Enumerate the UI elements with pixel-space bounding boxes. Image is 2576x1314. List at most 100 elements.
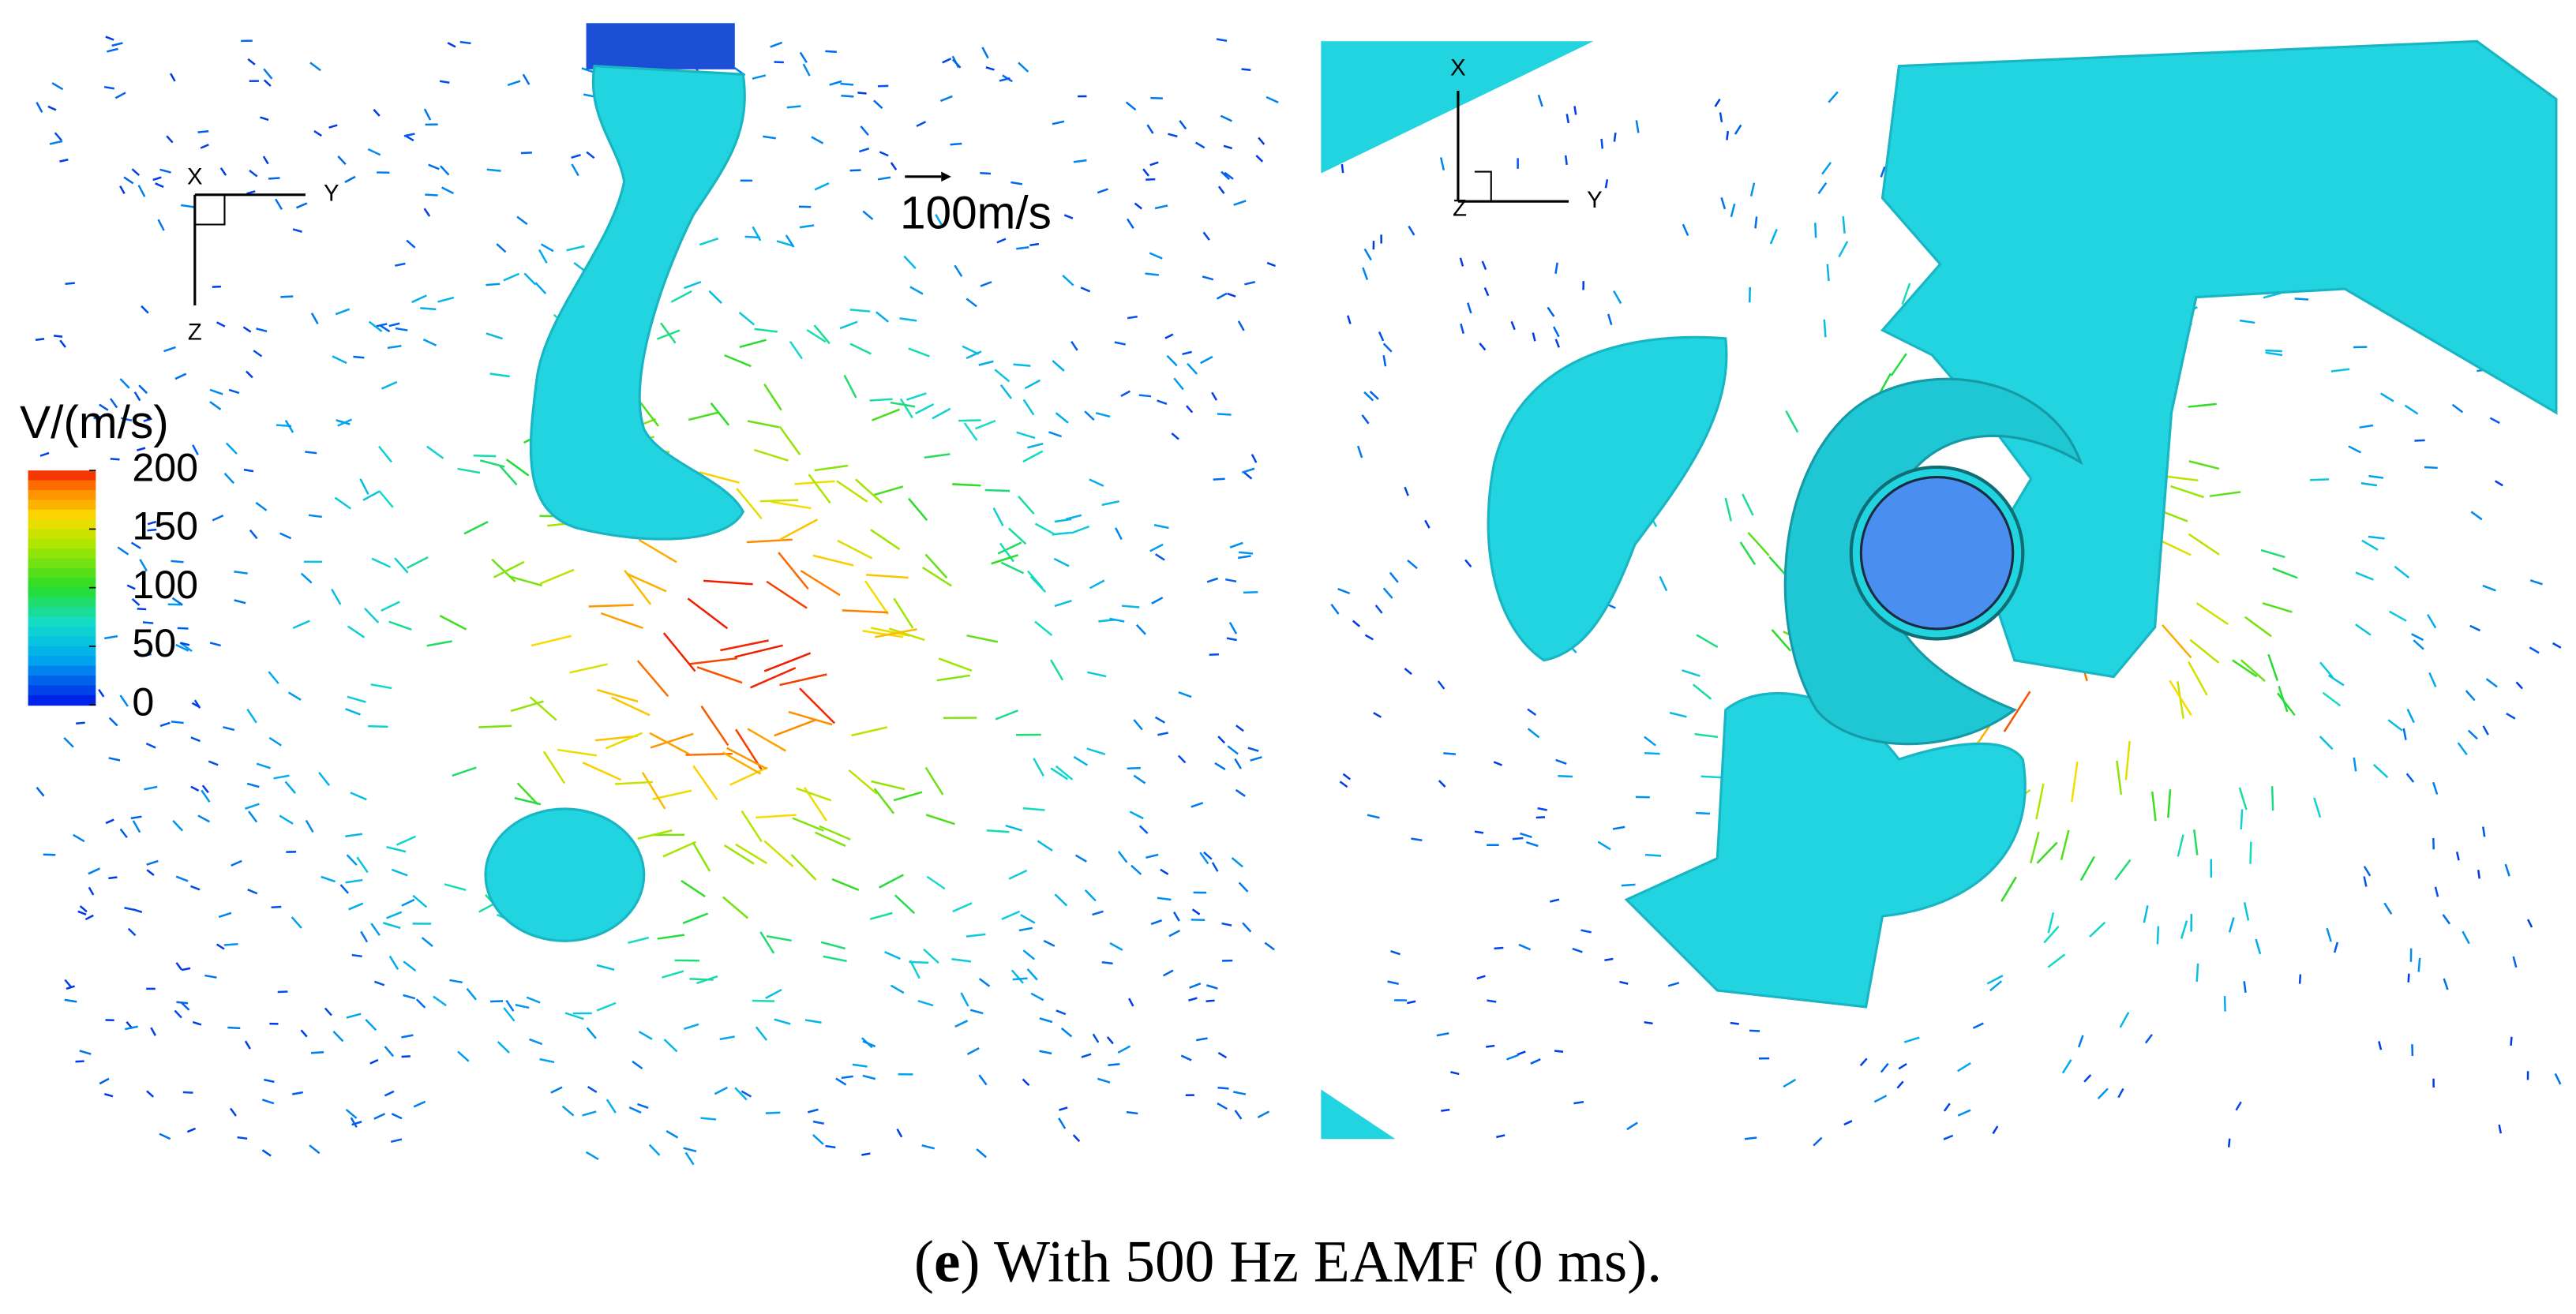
velocity-vector — [255, 501, 268, 511]
velocity-vector — [2432, 781, 2439, 795]
velocity-vector — [820, 941, 846, 950]
velocity-vector — [2360, 482, 2378, 487]
velocity-vector — [2414, 439, 2425, 442]
velocity-vector — [175, 962, 183, 971]
velocity-vector — [1554, 262, 1558, 274]
velocity-vector — [1408, 225, 1415, 236]
velocity-vector — [426, 445, 444, 459]
velocity-vector — [1114, 341, 1126, 346]
colorbar-band — [28, 656, 96, 667]
velocity-vector — [1436, 1032, 1449, 1037]
velocity-vector — [804, 1019, 822, 1024]
velocity-vector — [346, 1013, 362, 1019]
velocity-vector — [1048, 431, 1063, 438]
velocity-vector — [351, 953, 362, 958]
velocity-vector — [318, 772, 331, 786]
velocity-vector — [624, 569, 652, 605]
velocity-vector — [362, 490, 381, 501]
velocity-vector — [1342, 773, 1352, 781]
velocity-vector — [1074, 854, 1087, 863]
velocity-vector — [1016, 245, 1029, 250]
velocity-vector — [335, 308, 351, 316]
velocity-vector — [2043, 926, 2060, 944]
velocity-vector — [279, 532, 292, 540]
velocity-vector — [884, 950, 901, 960]
velocity-vector — [951, 958, 972, 963]
velocity-vector — [345, 878, 363, 884]
velocity-vector — [2327, 674, 2345, 687]
velocity-vector — [585, 1151, 599, 1161]
velocity-vector — [1065, 514, 1082, 521]
velocity-vector — [839, 320, 858, 330]
velocity-vector — [763, 135, 776, 140]
velocity-vector — [1059, 1106, 1068, 1111]
velocity-vector — [2260, 548, 2285, 559]
velocity-vector — [219, 167, 227, 176]
velocity-vector — [991, 554, 1018, 565]
velocity-vector — [1518, 943, 1532, 951]
colorbar: 0 50 100 150 200 — [28, 445, 198, 724]
velocity-vector — [201, 789, 211, 803]
colorbar-band — [28, 538, 96, 550]
velocity-vector — [2232, 659, 2258, 678]
velocity-vector — [346, 854, 358, 867]
velocity-vector — [77, 910, 87, 916]
velocity-vector — [2510, 1036, 2513, 1046]
velocity-vector — [879, 151, 889, 157]
velocity-vector — [2071, 761, 2079, 803]
velocity-vector — [1001, 910, 1021, 920]
velocity-vector — [406, 556, 429, 569]
velocity-vector — [159, 721, 171, 728]
velocity-vector — [1785, 410, 1799, 433]
velocity-vector — [2348, 445, 2361, 454]
velocity-vector — [192, 1020, 202, 1026]
velocity-vector — [401, 898, 415, 907]
velocity-vector — [596, 1001, 617, 1012]
caption: (e) With 500 Hz EAMF (0 ms). — [914, 1230, 1662, 1295]
velocity-vector — [2030, 831, 2040, 864]
velocity-vector — [1696, 634, 1719, 649]
velocity-vector — [1030, 992, 1044, 1001]
velocity-vector — [921, 1144, 936, 1150]
velocity-vector — [2363, 876, 2368, 887]
velocity-vector — [1635, 120, 1640, 133]
velocity-vector — [386, 846, 407, 853]
velocity-vector — [1555, 758, 1567, 765]
velocity-vector — [2368, 535, 2385, 540]
velocity-vector — [614, 781, 653, 785]
velocity-vector — [719, 1035, 735, 1041]
velocity-vector — [216, 943, 225, 950]
velocity-vector — [1828, 91, 1839, 103]
velocity-vector — [493, 560, 525, 578]
velocity-vector — [137, 608, 147, 611]
velocity-vector — [1407, 560, 1418, 570]
velocity-vector — [2167, 789, 2172, 818]
velocity-vector — [171, 597, 183, 606]
velocity-vector — [486, 283, 501, 286]
velocity-vector — [292, 620, 310, 630]
velocity-vector — [790, 854, 817, 881]
velocity-vector — [104, 635, 118, 640]
velocity-vector — [896, 1129, 903, 1138]
velocity-vector — [893, 597, 914, 629]
colorbar-band — [28, 567, 96, 579]
velocity-vector — [111, 42, 123, 47]
velocity-vector — [1823, 319, 1827, 338]
velocity-vector — [1251, 454, 1258, 463]
velocity-vector — [1898, 1063, 1907, 1070]
velocity-vector — [1243, 471, 1253, 480]
velocity-vector — [1901, 283, 1911, 305]
velocity-vector — [2457, 742, 2468, 756]
velocity-vector — [291, 916, 302, 929]
velocity-vector — [1228, 621, 1238, 635]
velocity-vector — [914, 403, 935, 415]
velocity-vector — [1180, 1054, 1192, 1061]
velocity-vector — [1572, 947, 1583, 953]
axis-label: Y — [324, 181, 339, 207]
velocity-vector — [1216, 292, 1228, 300]
velocity-vector — [814, 182, 830, 191]
velocity-vector — [2097, 1088, 2109, 1100]
velocity-vector — [2368, 474, 2384, 479]
velocity-vector — [186, 1127, 197, 1133]
velocity-vector — [755, 814, 797, 819]
